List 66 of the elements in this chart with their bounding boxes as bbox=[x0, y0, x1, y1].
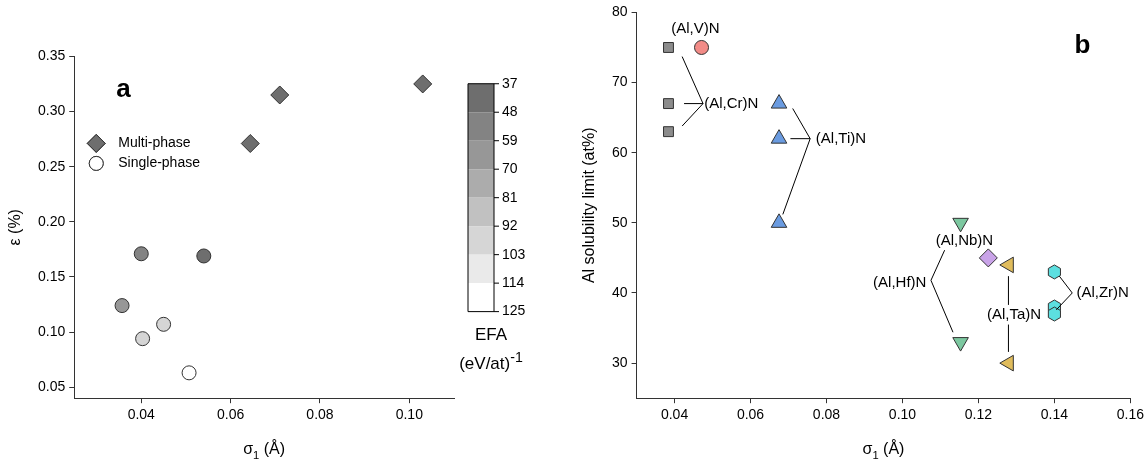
text: (Al,Cr)N bbox=[704, 93, 759, 111]
x-tick-label: 0.12 bbox=[964, 406, 993, 423]
y-tick-label: 30 bbox=[611, 353, 628, 370]
point bbox=[114, 298, 130, 314]
color-bar-label: 37 bbox=[502, 74, 518, 91]
point bbox=[1047, 306, 1061, 322]
y-tick-label: 80 bbox=[611, 3, 628, 20]
y-tick-label: 60 bbox=[611, 143, 628, 160]
x-tick-label: 0.06 bbox=[736, 406, 765, 423]
point bbox=[999, 354, 1014, 372]
x-tick-label: 0.14 bbox=[1040, 406, 1069, 423]
point bbox=[663, 42, 674, 53]
point bbox=[181, 365, 197, 381]
text: (Al,Ta)N bbox=[986, 304, 1042, 322]
color-bar-label: 70 bbox=[502, 160, 518, 177]
series-label: (Al,Ti)N bbox=[815, 128, 867, 146]
y-tick-label: 0.10 bbox=[38, 322, 66, 339]
y-axis-title: ε (%) bbox=[6, 209, 24, 246]
series-label: (Al,V)N bbox=[671, 19, 720, 37]
x-tick-label: 0.10 bbox=[395, 406, 424, 423]
x-tick-label: 0.04 bbox=[660, 406, 689, 423]
text: a bbox=[116, 72, 132, 103]
point bbox=[694, 39, 710, 55]
color-bar-title: EFA (eV/at)$^{-1}$ bbox=[458, 323, 524, 375]
x-tick-label: 0.08 bbox=[812, 406, 841, 423]
color-bar-label: 103 bbox=[502, 245, 526, 262]
y-tick-label: 70 bbox=[611, 73, 628, 90]
point bbox=[240, 134, 260, 153]
point bbox=[663, 126, 674, 138]
x-tick-label: 0.04 bbox=[127, 406, 156, 423]
color-bar-label: 92 bbox=[502, 217, 518, 234]
point bbox=[156, 316, 172, 332]
color-bar-label: 114 bbox=[502, 273, 525, 290]
y-axis-title: Al solubility limit (at%) bbox=[580, 127, 598, 284]
y-tick-label: 0.20 bbox=[38, 212, 66, 229]
point bbox=[978, 248, 998, 268]
point bbox=[413, 74, 433, 94]
color-bar-label: 125 bbox=[502, 302, 526, 319]
text: b bbox=[1074, 28, 1091, 59]
color-bar-label: 81 bbox=[502, 188, 518, 205]
point bbox=[770, 129, 788, 144]
y-tick-label: 50 bbox=[611, 213, 628, 230]
point bbox=[999, 256, 1014, 274]
point bbox=[270, 85, 290, 105]
legend-label: Multi-phase bbox=[118, 134, 191, 151]
y-tick-label: 0.05 bbox=[38, 378, 66, 395]
point bbox=[1047, 264, 1061, 280]
x-tick-label: 0.16 bbox=[1116, 406, 1145, 423]
x-tick-label: 0.06 bbox=[216, 406, 245, 423]
y-tick-label: 0.30 bbox=[38, 102, 66, 119]
text: (Al,Hf)N bbox=[873, 272, 927, 290]
x-tick-label: 0.10 bbox=[888, 406, 917, 423]
y-tick-label: 0.25 bbox=[38, 157, 66, 174]
color-bar-label: 59 bbox=[502, 131, 518, 148]
y-tick-label: 0.15 bbox=[38, 267, 66, 284]
point bbox=[770, 94, 788, 109]
y-tick-label: 0.35 bbox=[38, 47, 66, 64]
y-tick-label: 40 bbox=[611, 283, 628, 300]
color-bar-label: 48 bbox=[502, 103, 518, 120]
x-tick-label: 0.08 bbox=[306, 406, 334, 423]
series-label: (Al,Zr)N bbox=[1076, 283, 1129, 301]
point bbox=[133, 246, 149, 262]
series-label: (Al,Nb)N bbox=[935, 231, 994, 249]
point bbox=[135, 331, 151, 347]
point bbox=[663, 98, 674, 110]
legend-label: Single-phase bbox=[118, 154, 201, 171]
